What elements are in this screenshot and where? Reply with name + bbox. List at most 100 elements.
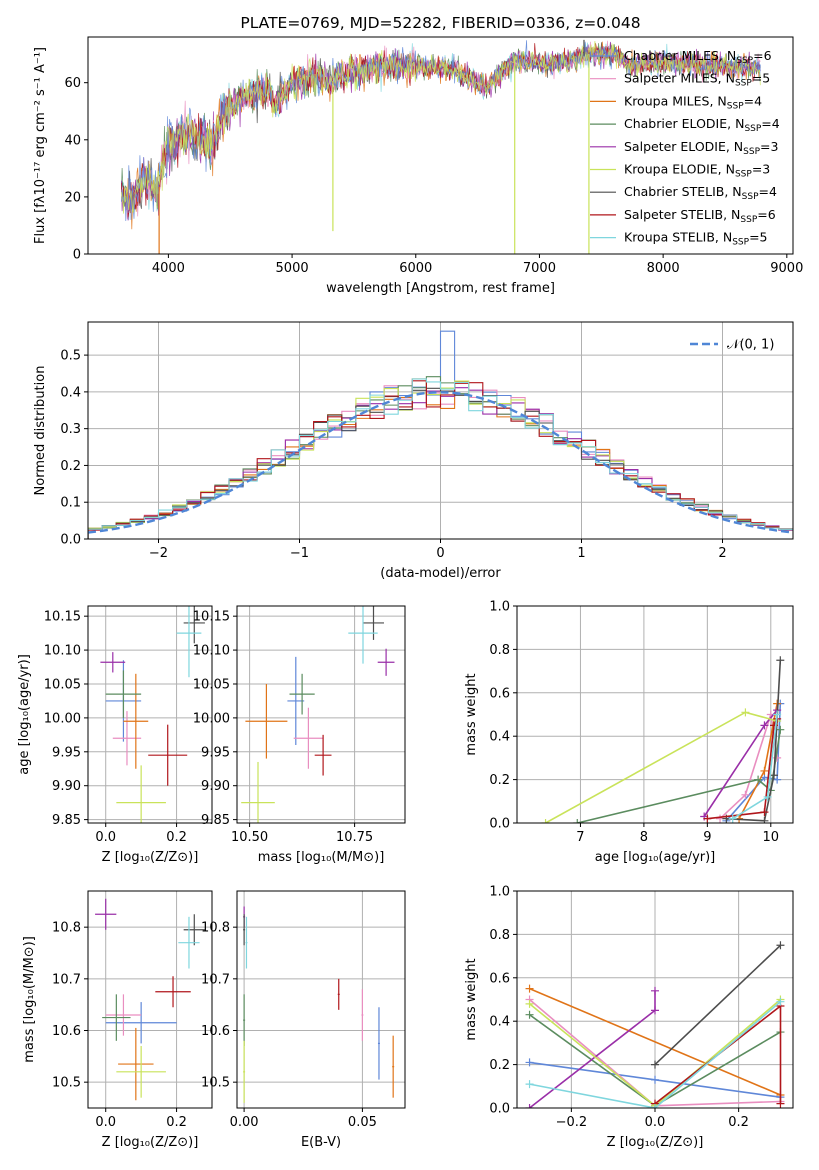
x-tick-label: 2 [718,546,726,561]
axes-frame [87,321,794,540]
axes-frame [236,605,406,824]
x-tick-label: −1 [290,546,309,561]
x-axis-label: wavelength [Angstrom, rest frame] [326,281,555,296]
axes-frame [87,36,794,255]
x-axis-label: age [log₁₀(age/yr)] [595,850,716,865]
weight-marker-s3 [776,725,785,734]
legend-label-s8: Kroupa STELIB, NSSP=5 [624,230,768,248]
panel-age_vs_mass: 10.50 10.75 9.85 9.90 9.95 10.00 10.05 10.10 10.… [193,605,406,865]
y-axis-label: Flux [fλ10⁻¹⁷ erg cm⁻² s⁻¹ A⁻¹] [33,47,48,244]
y-tick-label: 0.4 [60,385,81,400]
y-tick-label: 10.6 [52,1024,81,1039]
weight-marker-s8 [773,710,782,719]
x-tick-label: 7000 [523,261,556,276]
y-tick-label: 10.10 [44,644,81,659]
weight-marker-s7 [703,814,712,823]
axes-frame [516,890,794,1109]
y-tick-label: 0.5 [60,349,81,364]
axes-frame [516,605,794,824]
y-tick-label: 10.7 [52,972,81,987]
x-tick-label: −0.2 [556,1115,588,1130]
errorbar-point-s4 [100,652,126,673]
plot-area [88,330,793,539]
weight-marker-s8 [651,1104,659,1108]
y-tick-label: 0.6 [489,686,510,701]
x-tick-label: 0.2 [166,1115,187,1130]
errorbar-point-s6 [183,606,205,644]
errorbar-point-s5 [116,1046,166,1098]
legend-label-s3: Chabrier ELODIE, NSSP=4 [624,116,780,134]
y-tick-label: 10.5 [201,1076,230,1091]
x-tick-label: 8 [640,830,648,845]
errorbar-point-s4 [95,898,117,930]
y-axis-label: mass weight [464,673,479,755]
errorbar-point-s8 [178,916,200,969]
y-tick-label: 0.2 [60,459,81,474]
errorbar-point-s3 [289,673,315,715]
weight-marker-s3 [525,1010,534,1019]
x-tick-label: 10 [763,830,780,845]
panel-mass_vs_Z: 0.0 0.2 10.5 10.6 10.7 10.8 Z [log₁₀(Z/Z⊙)] mas… [22,890,213,1150]
weight-marker-s3 [754,775,763,784]
weight-marker-s4 [651,1006,659,1015]
x-tick-label: 5000 [276,261,309,276]
panel-mass_weight_vs_Z: −0.2 0.0 0.2 0.0 0.2 0.4 0.6 0.8 1.0 Z [log₁₀(Z/Z… [464,885,794,1150]
y-tick-label: 9.95 [201,745,230,760]
errorbar-point-s6 [243,914,246,946]
plot-area [95,898,205,1101]
y-tick-label: 20 [64,190,81,205]
legend-label-s0: Chabrier MILES, NSSP=6 [624,48,772,66]
y-tick-label: 0.6 [489,971,510,986]
legend-label-s4: Salpeter ELODIE, NSSP=3 [624,139,778,157]
legend: Chabrier MILES, NSSP=6 Salpeter MILES, NS… [590,48,780,248]
x-tick-label: 0.0 [95,830,116,845]
errorbar-point-s3 [102,994,131,1041]
panel-mass_vs_ebv: 0.00 0.05 10.5 10.6 10.7 10.8 E(B-V) [201,890,406,1150]
errorbar-point-s1 [112,711,142,766]
panel-spectrum: 4000 5000 6000 7000 8000 9000 0 20 40 60 wavelengt… [33,14,803,296]
plot-area [525,941,785,1108]
y-tick-label: 10.00 [193,711,230,726]
weight-marker-s2 [525,984,534,993]
weight-marker-s6 [760,816,769,823]
axes-frame [87,890,213,1109]
y-tick-label: 0.3 [60,422,81,437]
x-tick-label: 10.75 [336,830,373,845]
weight-line-s2 [529,987,781,1096]
y-tick-label: 10.5 [52,1076,81,1091]
y-tick-label: 10.05 [193,677,230,692]
y-tick-label: 0.0 [489,817,510,832]
x-tick-label: 0.2 [728,1115,749,1130]
y-tick-label: 9.85 [52,813,81,828]
plot-area [541,656,785,823]
hist-step-s7 [88,380,793,539]
errorbar-point-s6 [363,606,384,640]
x-axis-label: Z [log₁₀(Z/Z⊙)] [102,1135,199,1150]
plot-area [100,606,205,823]
y-axis-label: age [log₁₀(age/yr)] [17,654,32,775]
spectrum-line-s5 [121,40,761,214]
y-tick-label: 0.0 [60,533,81,548]
weight-marker-s6 [769,771,778,780]
y-axis-label: Normed distribution [33,366,48,496]
legend-label-s7: Salpeter STELIB, NSSP=6 [624,207,776,225]
weight-marker-s0 [651,1075,659,1084]
errorbar-point-s3 [243,994,246,1046]
legend-label-s5: Kroupa ELODIE, NSSP=3 [624,162,770,180]
panel-age_vs_Z: 0.0 0.2 9.85 9.90 9.95 10.00 10.05 10.10 10.15 Z … [17,605,213,865]
x-tick-label: 9 [703,830,711,845]
y-tick-label: 0 [73,248,81,263]
y-tick-label: 40 [64,133,81,148]
errorbar-point-s2 [118,1027,154,1101]
y-tick-label: 0.8 [489,928,510,943]
errorbar-point-s8 [348,606,378,664]
x-tick-label: 9000 [770,261,803,276]
errorbar-point-s6 [183,914,205,946]
y-tick-label: 10.8 [201,921,230,936]
y-axis-label: mass weight [464,958,479,1040]
y-tick-label: 0.1 [60,496,81,511]
errorbar-point-s8 [245,916,248,969]
weight-line-s8 [529,1001,782,1108]
x-tick-label: 0.0 [645,1115,666,1130]
